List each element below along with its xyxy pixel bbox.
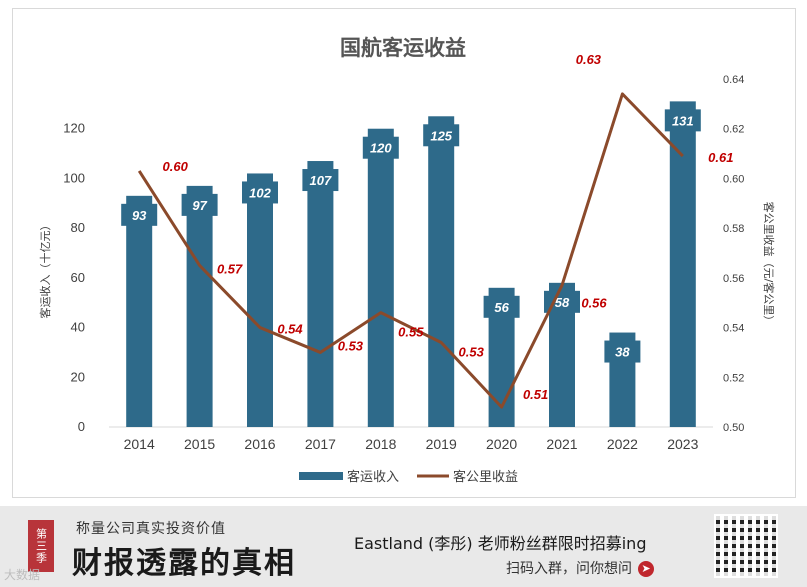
bar — [307, 161, 334, 427]
line-label: 0.57 — [217, 261, 243, 276]
y-tick-right: 0.58 — [723, 223, 744, 235]
y-tick-right: 0.52 — [723, 372, 744, 384]
y-tick-left: 20 — [71, 369, 85, 384]
bar-label: 58 — [555, 295, 570, 310]
bar-label-box — [362, 136, 399, 159]
line-label: 0.51 — [523, 387, 548, 402]
chart-frame: 国航客运收益 0 20 40 60 80 100 120 0.50 0.52 0.54 0.56 0.… — [12, 8, 796, 498]
season-badge: 第三季 — [28, 520, 54, 572]
y-tick-right: 0.62 — [723, 124, 744, 136]
y-axis-label-right: 客公里收益（元/客公里） — [762, 202, 776, 327]
x-tick: 2017 — [305, 436, 336, 452]
y-tick-right: 0.50 — [723, 422, 744, 434]
bar-label-box — [604, 340, 641, 363]
line-label: 0.56 — [581, 295, 607, 310]
line-label: 0.63 — [576, 52, 602, 67]
x-tick: 2023 — [667, 436, 698, 452]
promo-banner: 第三季 称量公司真实投资价值 财报透露的真相 Eastland (李彤) 老师粉… — [0, 506, 807, 587]
y-axis-label-left: 客运收入（十亿元） — [38, 220, 52, 319]
bar-label-box — [121, 203, 158, 226]
y-tick-right: 0.60 — [723, 173, 744, 185]
banner-promo: Eastland (李彤) 老师粉丝群限时招募ing — [354, 534, 647, 553]
bar-label-box — [483, 295, 520, 318]
x-tick: 2018 — [365, 436, 396, 452]
line-label: 0.55 — [398, 325, 424, 340]
y-tick-left: 120 — [63, 121, 85, 136]
bar-label: 120 — [370, 141, 392, 156]
bar-label-box — [423, 124, 460, 147]
y-tick-left: 0 — [78, 419, 85, 434]
bar-label: 97 — [192, 198, 207, 213]
banner-cta-text: 扫码入群，问你想问 — [506, 561, 632, 577]
y-tick-left: 60 — [71, 270, 85, 285]
legend: 客运收入 客公里收益 — [299, 469, 518, 485]
banner-title: 财报透露的真相 — [72, 546, 296, 581]
watermark: 大数据 — [4, 568, 41, 582]
legend-swatch-bar — [299, 472, 343, 480]
x-tick: 2022 — [607, 436, 638, 452]
line-label: 0.60 — [163, 159, 189, 174]
y-tick-right: 0.56 — [723, 273, 744, 285]
arrow-right-icon: ➤ — [638, 561, 654, 577]
line-label: 0.61 — [708, 150, 733, 165]
bar-label-box — [302, 169, 339, 192]
x-tick: 2014 — [124, 436, 155, 452]
line-series — [137, 92, 684, 409]
bar-label: 125 — [430, 128, 452, 143]
bar — [669, 101, 696, 427]
bar-label: 102 — [249, 185, 271, 200]
bar-label-box — [242, 181, 278, 204]
bar — [428, 116, 455, 428]
x-tick: 2019 — [426, 436, 457, 452]
plot-area: 0 20 40 60 80 100 120 0.50 0.52 0.54 0.56 0.58 0.60 0… — [63, 52, 744, 452]
x-tick: 2020 — [486, 436, 517, 452]
bar — [367, 128, 394, 427]
bar-label-box — [544, 290, 580, 313]
bar-label: 38 — [615, 345, 630, 360]
bar — [247, 173, 273, 427]
bar — [126, 195, 153, 427]
legend-label-line: 客公里收益 — [453, 469, 518, 485]
y-tick-right: 0.54 — [723, 323, 744, 335]
bar-label: 107 — [310, 173, 332, 188]
chart-svg: 国航客运收益 0 20 40 60 80 100 120 0.50 0.52 0.54 0.56 0.… — [38, 36, 776, 485]
banner-cta[interactable]: 扫码入群，问你想问 ➤ — [506, 558, 654, 578]
x-tick: 2021 — [546, 436, 577, 452]
y-tick-right: 0.64 — [723, 74, 744, 86]
bar-label: 93 — [132, 208, 147, 223]
chart-title: 国航客运收益 — [340, 36, 466, 60]
legend-label-bar: 客运收入 — [347, 469, 399, 485]
line-label: 0.53 — [459, 344, 485, 359]
bar-label: 56 — [494, 300, 509, 315]
x-tick: 2016 — [244, 436, 275, 452]
y-tick-left: 80 — [71, 220, 85, 235]
bar-label-box — [664, 109, 701, 132]
bar — [186, 185, 213, 427]
bar-label-box — [181, 193, 218, 216]
line-label: 0.54 — [277, 322, 303, 337]
y-tick-left: 40 — [71, 320, 85, 335]
x-tick: 2015 — [184, 436, 215, 452]
y-tick-left: 100 — [63, 170, 85, 185]
banner-subtitle: 称量公司真实投资价值 — [76, 521, 226, 537]
line-label: 0.53 — [338, 338, 364, 353]
bar-label: 131 — [672, 113, 694, 128]
qr-code-icon[interactable] — [714, 514, 778, 578]
